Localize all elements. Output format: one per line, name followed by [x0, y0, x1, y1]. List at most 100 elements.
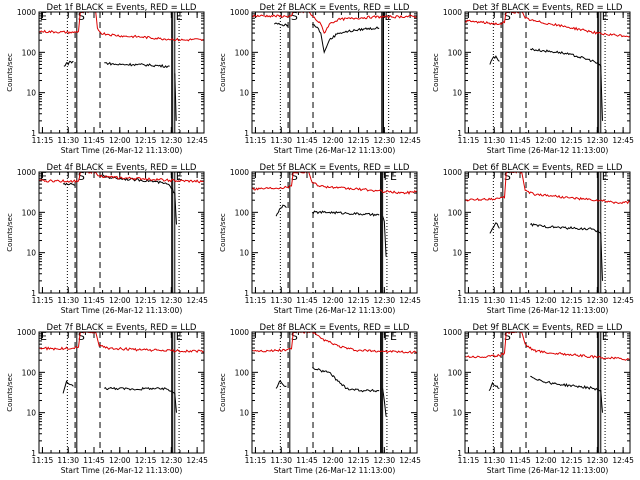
x-tick-label: 12:45	[612, 296, 634, 305]
x-tick-label: 12:45	[399, 136, 421, 145]
series-events-line	[62, 182, 76, 186]
x-tick-label: 12:15	[135, 296, 157, 305]
x-tick-label: 12:15	[348, 136, 370, 145]
series-events-line	[311, 23, 380, 55]
x-tick-label: 11:30	[270, 296, 292, 305]
series-events-line	[530, 47, 603, 121]
marker-label: E	[176, 170, 183, 183]
y-axis-label: Counts/sec	[6, 373, 14, 412]
x-axis-label: Start Time (26-Mar-12 11:13:00)	[274, 466, 396, 475]
y-tick-label: 1	[244, 449, 249, 458]
x-tick-label: 12:30	[374, 296, 396, 305]
x-tick-label: 12:15	[348, 296, 370, 305]
x-tick-label: 11:15	[458, 136, 480, 145]
x-axis-label: Start Time (26-Mar-12 11:13:00)	[61, 146, 183, 155]
series-events-line	[529, 222, 603, 281]
y-tick-label: 1000	[230, 168, 249, 177]
x-axis-label: Start Time (26-Mar-12 11:13:00)	[274, 146, 396, 155]
x-tick-label: 11:15	[245, 136, 267, 145]
x-tick-label: 12:00	[535, 296, 557, 305]
y-axis-label: Counts/sec	[219, 53, 227, 92]
series-lld-line	[465, 332, 630, 361]
marker-label: E	[176, 330, 183, 343]
panel-title: Det 4f BLACK = Events, RED = LLD	[47, 163, 197, 173]
series-lld-line	[252, 332, 417, 354]
y-tick-label: 100	[22, 368, 37, 377]
x-tick-label: 11:30	[483, 136, 505, 145]
series-events-line	[488, 381, 500, 391]
y-tick-label: 10	[239, 89, 249, 98]
x-tick-label: 12:00	[322, 456, 344, 465]
panel-det-6: Det 6f BLACK = Events, RED = LLD 1 10 100 10…	[432, 163, 634, 315]
series-events-line	[174, 73, 177, 121]
x-tick-label: 11:45	[509, 136, 531, 145]
y-axis-label: Counts/sec	[432, 373, 440, 412]
x-tick-label: 11:15	[32, 456, 54, 465]
plot-frame	[251, 331, 418, 454]
series-events-line	[382, 216, 387, 257]
panel-det-3: Det 3f BLACK = Events, RED = LLD 1 10 100 10…	[432, 3, 634, 155]
series-events-line	[382, 388, 387, 417]
y-tick-label: 1	[457, 289, 462, 298]
x-tick-label: 11:30	[270, 136, 292, 145]
y-axis-label: Counts/sec	[6, 213, 14, 252]
marker-label: FE	[384, 330, 397, 343]
series-lld-line	[39, 172, 204, 184]
series-lld-line	[252, 12, 417, 34]
panel-det-1: Det 1f BLACK = Events, RED = LLD 1 10 100 10…	[6, 3, 208, 155]
x-tick-label: 11:45	[296, 456, 318, 465]
x-tick-label: 12:15	[561, 296, 583, 305]
x-tick-label: 12:00	[535, 136, 557, 145]
marker-label: E	[602, 170, 609, 183]
plot-frame	[464, 11, 631, 134]
x-tick-label: 12:30	[161, 296, 183, 305]
x-tick-label: 11:30	[270, 456, 292, 465]
x-axis-label: Start Time (26-Mar-12 11:13:00)	[487, 306, 609, 315]
x-tick-label: 12:15	[348, 456, 370, 465]
panel-det-5: Det 5f BLACK = Events, RED = LLD 1 10 100 10…	[219, 163, 421, 315]
series-events-line	[104, 386, 177, 413]
panel-det-2: Det 2f BLACK = Events, RED = LLD 1 10 100 10…	[219, 3, 421, 155]
x-tick-label: 12:15	[135, 136, 157, 145]
x-tick-label: 12:30	[374, 456, 396, 465]
x-tick-label: 12:00	[109, 136, 131, 145]
panel-title: Det 6f BLACK = Events, RED = LLD	[473, 163, 623, 173]
x-axis-label: Start Time (26-Mar-12 11:13:00)	[487, 146, 609, 155]
marker-label: E	[176, 10, 183, 23]
x-tick-label: 12:15	[135, 456, 157, 465]
y-tick-label: 1000	[230, 328, 249, 337]
y-axis-label: Counts/sec	[432, 53, 440, 92]
y-tick-label: 1	[244, 289, 249, 298]
x-axis-label: Start Time (26-Mar-12 11:13:00)	[61, 466, 183, 475]
marker-label: FE	[384, 170, 397, 183]
y-tick-label: 1000	[17, 8, 36, 17]
x-tick-label: 12:45	[186, 296, 208, 305]
panel-det-8: Det 8f BLACK = Events, RED = LLD 1 10 100 10…	[219, 323, 421, 475]
plot-frame	[464, 171, 631, 294]
x-tick-label: 11:15	[458, 296, 480, 305]
marker-label: E	[602, 330, 609, 343]
x-tick-label: 11:45	[296, 296, 318, 305]
x-tick-label: 12:45	[186, 136, 208, 145]
y-tick-label: 1000	[230, 8, 249, 17]
x-tick-label: 12:45	[399, 456, 421, 465]
panel-det-4: Det 4f BLACK = Events, RED = LLD 1 10 100 10…	[6, 163, 208, 315]
series-lld-line	[252, 172, 417, 195]
x-tick-label: 11:15	[245, 456, 267, 465]
plot-frame	[38, 331, 205, 454]
panel-title: Det 7f BLACK = Events, RED = LLD	[47, 323, 197, 333]
series-lld-line	[465, 172, 630, 205]
y-tick-label: 1000	[443, 168, 462, 177]
plot-frame	[38, 11, 205, 134]
y-tick-label: 10	[239, 409, 249, 418]
x-tick-label: 12:30	[374, 136, 396, 145]
x-tick-label: 12:00	[322, 136, 344, 145]
x-tick-label: 11:45	[509, 296, 531, 305]
y-tick-label: 1	[31, 129, 36, 138]
x-tick-label: 12:45	[612, 456, 634, 465]
y-tick-label: 100	[235, 208, 250, 217]
marker-label: S	[291, 170, 298, 183]
marker-label: S	[291, 10, 298, 23]
marker-label: S	[504, 10, 511, 23]
y-tick-label: 1000	[17, 168, 36, 177]
